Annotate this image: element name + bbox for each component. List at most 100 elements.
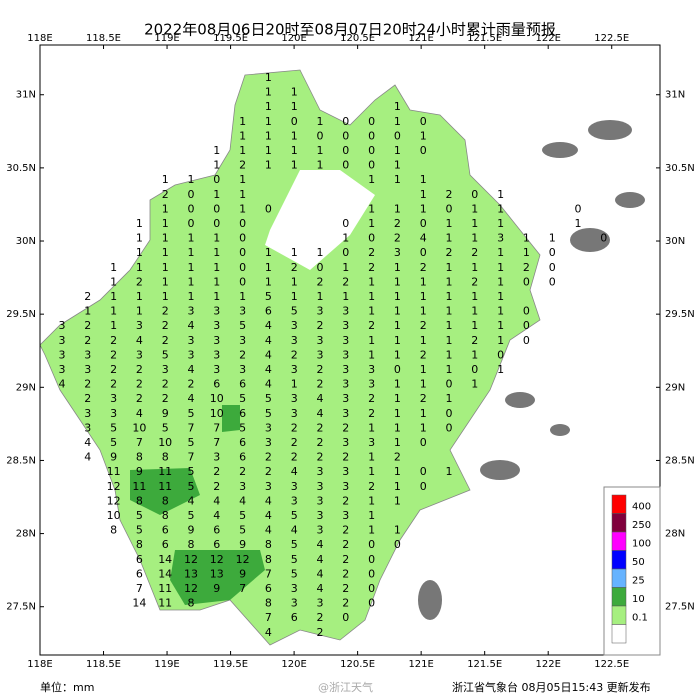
rain-value: 7 xyxy=(213,421,220,434)
rain-value: 4 xyxy=(188,319,195,332)
rain-value: 11 xyxy=(158,465,172,478)
rain-value: 1 xyxy=(394,480,401,493)
rain-value: 0 xyxy=(368,567,375,580)
rain-value: 0 xyxy=(368,232,375,245)
rain-value: 10 xyxy=(210,407,224,420)
rain-value: 5 xyxy=(239,509,246,522)
rain-value: 11 xyxy=(132,480,146,493)
rain-value: 0 xyxy=(188,217,195,230)
rain-value: 0 xyxy=(420,480,427,493)
rain-value: 4 xyxy=(188,363,195,376)
rain-value: 4 xyxy=(317,567,324,580)
rain-value: 3 xyxy=(291,494,298,507)
rain-value: 2 xyxy=(291,261,298,274)
rain-value: 9 xyxy=(188,524,195,537)
rain-value: 2 xyxy=(136,275,143,288)
rain-value: 1 xyxy=(471,378,478,391)
rain-value: 4 xyxy=(265,348,272,361)
heavy-area xyxy=(222,405,240,432)
rain-value: 5 xyxy=(265,392,272,405)
watermark: @浙江天气 xyxy=(318,680,373,694)
rain-value: 0 xyxy=(368,144,375,157)
rain-value: 3 xyxy=(110,407,117,420)
rain-value: 4 xyxy=(265,626,272,639)
lat-label: 29N xyxy=(16,382,36,393)
rain-value: 3 xyxy=(59,334,66,347)
rain-value: 2 xyxy=(368,319,375,332)
rain-value: 3 xyxy=(342,407,349,420)
rain-value: 0 xyxy=(342,246,349,259)
rain-value: 1 xyxy=(317,115,324,128)
grid-values: 11 11 1 11 1 0 1 0 0 1 01 1 1 0 0 0 0 11 1 1 1 1 0 0 1 01 2 1 1 1 0 0 11… xyxy=(59,71,608,639)
rain-value: 2 xyxy=(110,348,117,361)
islands xyxy=(418,120,645,620)
rain-value: 3 xyxy=(291,597,298,610)
rain-value: 0 xyxy=(523,319,530,332)
rain-value: 4 xyxy=(420,232,427,245)
rain-value: 2 xyxy=(291,421,298,434)
lat-label: 30N xyxy=(16,236,36,247)
rain-value: 2 xyxy=(136,378,143,391)
rain-value: 11 xyxy=(158,582,172,595)
rain-value: 1 xyxy=(188,246,195,259)
rain-value: 1 xyxy=(265,275,272,288)
rain-value: 1 xyxy=(446,363,453,376)
rain-value: 0 xyxy=(549,261,556,274)
rain-value: 0 xyxy=(188,188,195,201)
rain-value: 5 xyxy=(136,524,143,537)
rain-value: 3 xyxy=(84,348,91,361)
lon-label: 122.5E xyxy=(594,659,629,670)
rain-value: 2 xyxy=(110,378,117,391)
rain-value: 0 xyxy=(213,202,220,215)
rain-value: 1 xyxy=(110,305,117,318)
rain-value: 1 xyxy=(136,232,143,245)
rain-value: 1 xyxy=(291,86,298,99)
legend-label: 400 xyxy=(632,501,651,512)
rain-value: 1 xyxy=(446,261,453,274)
rain-value: 3 xyxy=(342,334,349,347)
rain-value: 1 xyxy=(342,232,349,245)
rain-value: 3 xyxy=(317,524,324,537)
rain-value: 5 xyxy=(239,421,246,434)
rain-value: 8 xyxy=(162,451,169,464)
rain-value: 0 xyxy=(342,611,349,624)
rain-value: 10 xyxy=(107,509,121,522)
rain-value: 0 xyxy=(446,378,453,391)
rain-value: 2 xyxy=(342,275,349,288)
rain-value: 3 xyxy=(136,319,143,332)
rain-value: 1 xyxy=(265,159,272,172)
rain-value: 1 xyxy=(317,159,324,172)
rain-value: 3 xyxy=(291,319,298,332)
rain-value: 1 xyxy=(136,246,143,259)
rain-value: 12 xyxy=(210,553,224,566)
rain-value: 0 xyxy=(317,129,324,142)
rain-value: 1 xyxy=(162,173,169,186)
rain-value: 1 xyxy=(368,334,375,347)
rain-value: 4 xyxy=(265,509,272,522)
rain-value: 8 xyxy=(136,451,143,464)
rain-value: 2 xyxy=(368,407,375,420)
rain-value: 1 xyxy=(394,421,401,434)
rain-value: 1 xyxy=(213,246,220,259)
rain-value: 0 xyxy=(188,202,195,215)
rain-value: 1 xyxy=(471,232,478,245)
rain-value: 2 xyxy=(394,232,401,245)
rain-value: 1 xyxy=(471,261,478,274)
rain-value: 0 xyxy=(368,159,375,172)
rain-value: 5 xyxy=(110,436,117,449)
rain-value: 3 xyxy=(342,305,349,318)
rain-value: 3 xyxy=(265,480,272,493)
rain-value: 10 xyxy=(210,392,224,405)
rain-value: 1 xyxy=(342,261,349,274)
rain-value: 1 xyxy=(291,290,298,303)
lon-label: 118.5E xyxy=(86,659,121,670)
rain-value: 2 xyxy=(523,261,530,274)
rain-value: 0 xyxy=(368,597,375,610)
rain-value: 1 xyxy=(368,451,375,464)
rain-value: 1 xyxy=(446,348,453,361)
rain-value: 1 xyxy=(162,202,169,215)
rain-value: 1 xyxy=(420,363,427,376)
rain-value: 0 xyxy=(420,115,427,128)
rain-value: 1 xyxy=(188,275,195,288)
rain-value: 1 xyxy=(110,290,117,303)
